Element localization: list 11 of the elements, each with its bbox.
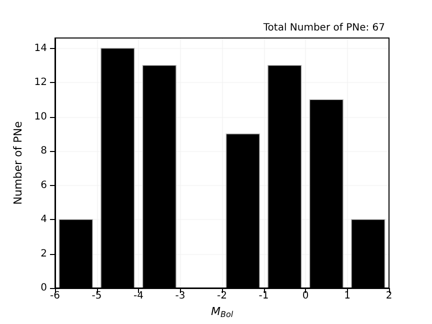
y-tick-label: 12 [34,77,47,88]
y-tick-label: 14 [34,42,47,54]
chart-title: Total Number of PNe: 67 [262,22,386,34]
y-axis-title: Number of PNe [11,121,24,205]
y-tick-label: 6 [40,180,47,191]
y-tick-label: 4 [40,214,47,226]
y-tick-label: 2 [40,248,47,260]
y-tick-label: 10 [34,111,47,122]
y-tick-label: 0 [40,282,47,294]
x-tick-label: -4 [134,290,144,302]
y-tick-label: 8 [40,146,47,157]
